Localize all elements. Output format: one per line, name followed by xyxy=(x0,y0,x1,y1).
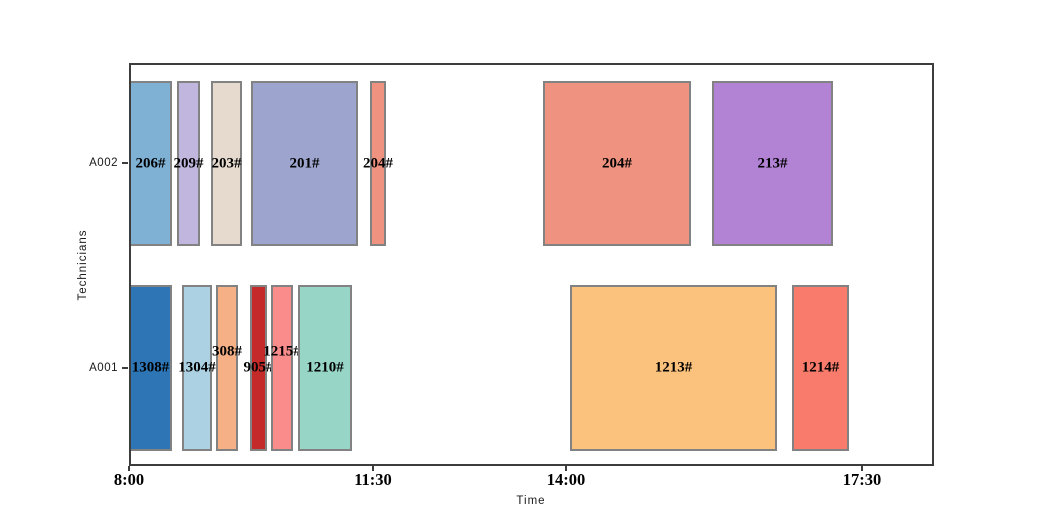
y-tick-mark xyxy=(122,162,128,164)
task-bar: 1215# xyxy=(263,285,301,451)
y-tick-mark xyxy=(122,367,128,369)
task-bar: 209# xyxy=(174,81,204,246)
plot-area: 206# 209# 203# 201# 204# 204# 213# 1308# 1304# 30… xyxy=(129,63,934,466)
task-bar: 203# xyxy=(211,81,242,246)
task-bar: 1214# xyxy=(792,285,849,451)
task-bar: 204# xyxy=(363,81,393,246)
task-label: 1308# xyxy=(131,359,170,376)
task-bar: 206# xyxy=(129,81,172,246)
task-label: 1304# xyxy=(178,359,216,376)
task-bar: 905# xyxy=(244,285,274,451)
task-bar: 1304# xyxy=(178,285,216,451)
task-bar: 204# xyxy=(543,81,691,246)
x-tick-mark xyxy=(128,466,130,471)
task-label: 1214# xyxy=(801,359,840,376)
task-label: 209# xyxy=(173,155,204,171)
x-tick-mark xyxy=(565,466,567,471)
task-bar: 1210# xyxy=(298,285,352,451)
x-tick-label: 17:30 xyxy=(842,470,882,489)
task-label: 1213# xyxy=(654,359,693,376)
x-tick-mark xyxy=(861,466,863,471)
x-tick-label: 8:00 xyxy=(113,470,145,489)
x-axis-title: Time xyxy=(516,495,546,507)
task-label: 1215# xyxy=(263,343,301,360)
task-label: 203# xyxy=(211,155,242,171)
task-label: 213# xyxy=(757,155,788,171)
task-label: 204# xyxy=(602,155,632,171)
task-label: 1210# xyxy=(306,359,344,376)
task-bar: 213# xyxy=(712,81,833,246)
y-tick-label: A001 xyxy=(89,362,118,374)
x-tick-label: 14:00 xyxy=(546,470,586,489)
task-label: 905# xyxy=(243,359,274,376)
task-label: 204# xyxy=(363,155,393,171)
task-label: 308# xyxy=(212,343,242,360)
task-bar: 308# xyxy=(212,285,242,451)
task-bar: 1213# xyxy=(570,285,777,451)
y-axis-title: Technicians xyxy=(77,229,89,301)
y-tick-label: A002 xyxy=(89,157,118,169)
task-label: 201# xyxy=(289,155,320,171)
task-bar: 1308# xyxy=(129,285,172,451)
x-tick-mark xyxy=(372,466,374,471)
x-tick-label: 11:30 xyxy=(354,470,392,489)
task-bar: 201# xyxy=(251,81,358,246)
task-label: 206# xyxy=(135,155,166,171)
